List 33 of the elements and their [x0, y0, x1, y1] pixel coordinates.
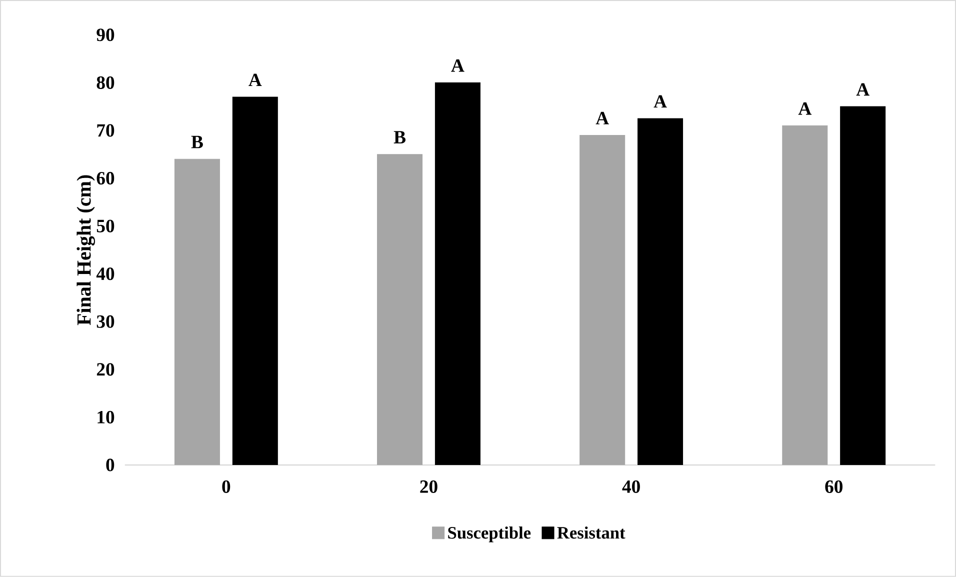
y-tick-label: 20 [96, 363, 114, 376]
x-tick-label: 0 [222, 480, 230, 494]
bar [377, 154, 423, 466]
data-label: A [248, 74, 262, 86]
bar [174, 158, 220, 466]
data-label: A [451, 59, 464, 72]
y-tick-label: 30 [96, 315, 114, 328]
y-tick-label: 50 [96, 220, 114, 232]
data-label: A [596, 112, 609, 124]
bar [580, 135, 626, 466]
data-label: A [798, 102, 812, 115]
data-label: A [654, 95, 667, 108]
bar [232, 96, 278, 466]
y-tick-label: 90 [96, 28, 114, 42]
bar [840, 106, 886, 466]
legend-label: Resistant [557, 526, 626, 539]
data-label: B [191, 136, 203, 148]
y-tick-label: 80 [96, 76, 114, 90]
y-tick-label: 40 [96, 268, 114, 280]
bar [638, 118, 684, 466]
data-label: A [856, 83, 870, 96]
y-tick-label: 0 [106, 458, 114, 472]
bar [782, 125, 828, 466]
x-tick-label: 60 [825, 480, 842, 494]
x-tick-label: 20 [420, 480, 438, 494]
y-tick-label: 70 [97, 124, 114, 137]
x-tick-label: 40 [622, 480, 640, 494]
y-tick-label: 60 [96, 172, 114, 185]
bar [434, 82, 480, 466]
data-label: B [394, 131, 406, 144]
y-tick-label: 10 [98, 410, 114, 424]
y-axis-title: Final Height (cm) [76, 175, 96, 326]
legend-label: Susceptible [448, 526, 531, 542]
